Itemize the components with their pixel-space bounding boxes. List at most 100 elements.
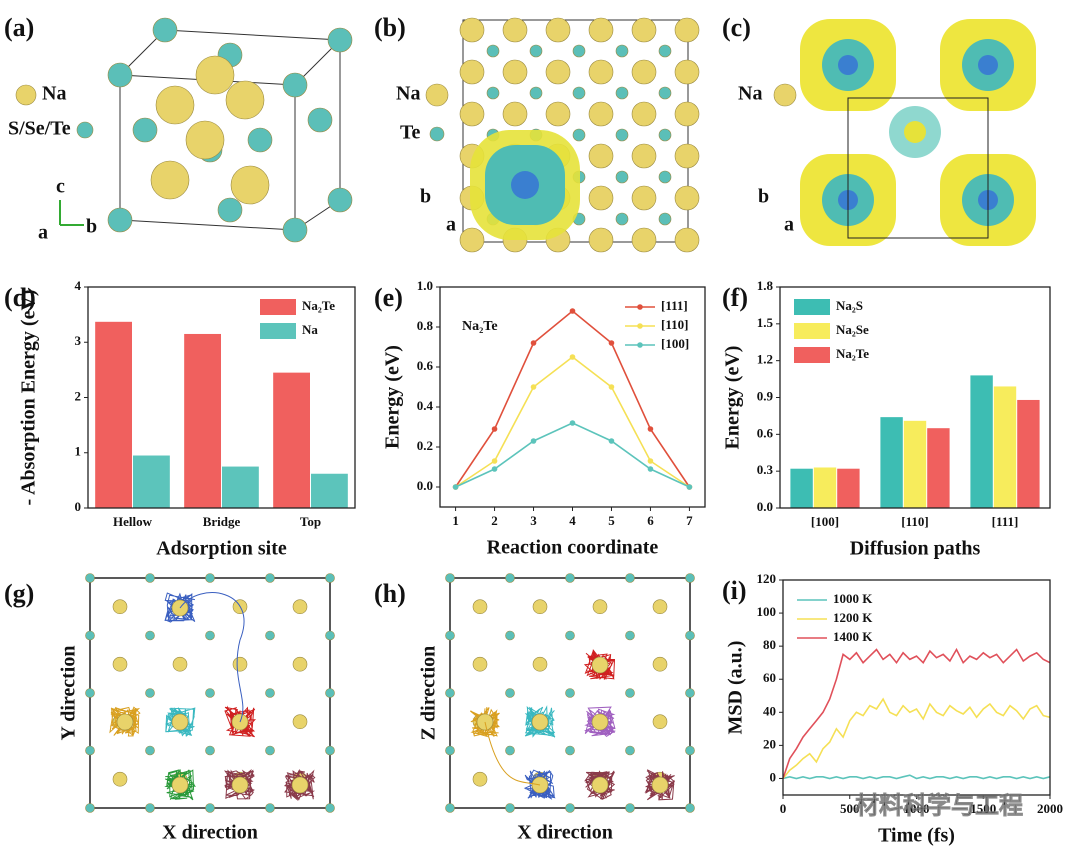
atom [685,803,695,813]
annotation: Na₂Te [462,319,498,334]
atom [773,83,797,107]
atom [572,128,586,142]
y-tick-label: 0.8 [417,318,434,333]
axis-label: Z direction [418,646,440,741]
atom [445,630,455,641]
axis-label: Adsorption site [156,538,287,560]
panel-label: (g) [4,579,34,608]
y-tick-label: 0.6 [417,358,434,373]
atom [502,101,528,127]
atom [112,656,128,672]
y-tick-label: 0.0 [757,499,773,514]
plot-frame [779,286,1051,509]
y-tick-label: 1.0 [417,278,433,293]
bar [95,321,132,508]
legend-label: [110] [661,317,688,332]
bar [1017,399,1040,508]
atom [325,573,335,583]
atom [685,688,695,698]
cell-frame [847,97,989,239]
atom [685,630,695,641]
marker [491,458,498,464]
atom [230,165,270,205]
trajectory [484,721,541,786]
axis-letter: b [420,186,431,208]
atom [631,143,657,169]
legend-label: Na [302,322,318,337]
atom [145,630,155,641]
atom [225,80,265,120]
x-tick-label: 1500 [970,801,996,816]
trajectory [224,705,256,738]
legend-swatch [260,299,296,315]
atom [545,101,571,127]
bar [837,468,860,508]
atom [532,656,548,672]
axis-letter: a [446,214,456,236]
atom [505,688,515,698]
atom [265,803,275,813]
x-tick-label: Hellow [113,514,153,529]
atom [327,27,353,53]
bar [993,386,1017,508]
atom [325,803,335,813]
atom [565,803,575,813]
bar [184,333,221,508]
atom [615,86,629,100]
x-tick-label: 3 [530,513,537,528]
y-tick-label: 4 [75,278,82,293]
atom [282,72,308,98]
axis-label: Reaction coordinate [487,537,659,559]
atom [205,573,215,583]
atom [631,101,657,127]
atom [565,745,575,756]
atom [459,59,485,85]
y-tick-label: 100 [757,604,777,619]
atom [265,573,275,583]
atom [85,688,95,698]
y-tick-label: 3 [75,333,82,348]
bar [880,417,903,508]
bar [970,375,993,508]
atom [85,573,95,583]
x-tick-label: 7 [686,513,693,528]
axis-label: X direction [517,822,613,844]
panel-label: (h) [374,579,406,608]
plot-frame [439,286,706,508]
atom [112,771,128,787]
atom [459,17,485,43]
atom [531,713,549,731]
atom [505,573,515,583]
panel-label: (e) [374,283,403,312]
atom [265,688,275,698]
atom [674,101,700,127]
atom [85,803,95,813]
axis-letter: c [56,176,65,198]
atom [615,128,629,142]
atom [625,573,635,583]
panel-label: (d) [4,283,36,312]
atom [658,170,672,184]
atom [588,101,614,127]
x-tick-label: 500 [840,801,860,816]
atom [195,55,235,95]
bar [927,428,950,508]
atom [217,197,243,223]
marker [491,426,498,432]
atom [172,656,188,672]
atom [588,227,614,253]
atom [232,656,248,672]
atom [588,59,614,85]
axis-label: X direction [162,822,258,844]
x-tick-label: 6 [647,513,654,528]
atom [307,107,333,133]
x-tick-label: 0 [780,801,787,816]
atom [486,86,500,100]
legend-label: [100] [661,336,689,351]
marker [569,354,576,360]
marker [530,438,537,444]
atom [652,714,668,730]
atom [325,688,335,698]
x-tick-label: 2 [491,513,498,528]
